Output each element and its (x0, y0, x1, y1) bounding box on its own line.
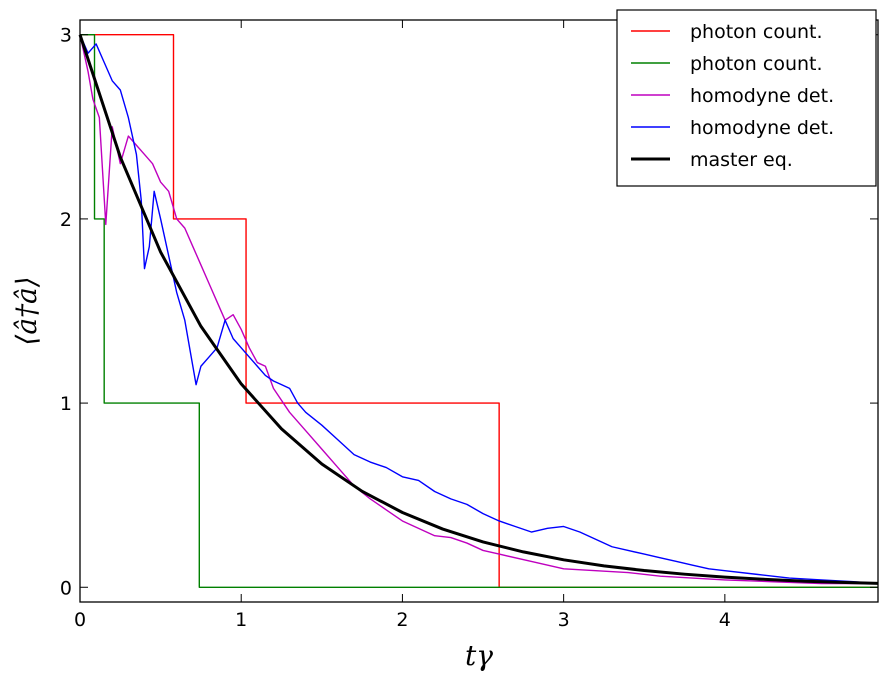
y-axis-label: ⟨â†â⟩ (10, 276, 43, 345)
x-tick-label: 0 (74, 609, 86, 631)
y-tick-label: 1 (60, 393, 72, 415)
legend-label: homodyne det. (690, 85, 834, 107)
legend-box (616, 9, 877, 187)
series-line-5 (78, 34, 879, 585)
y-tick-label: 0 (60, 577, 72, 599)
series-line-3 (79, 34, 878, 585)
legend-label: master eq. (690, 149, 793, 171)
x-tick-label: 3 (558, 609, 570, 631)
legend-label: photon count. (690, 21, 823, 43)
x-tick-label: 2 (396, 609, 408, 631)
x-tick-label: 1 (235, 609, 247, 631)
series-line-2 (80, 34, 878, 588)
x-tick-label: 4 (719, 609, 731, 631)
series-line-1 (80, 34, 878, 588)
y-tick-label: 3 (60, 25, 72, 47)
legend-label: homodyne det. (690, 117, 834, 139)
y-tick-label: 2 (60, 209, 72, 231)
legend-label: photon count. (690, 53, 823, 75)
x-axis-label: tγ (465, 639, 493, 672)
plot-frame (79, 19, 879, 603)
